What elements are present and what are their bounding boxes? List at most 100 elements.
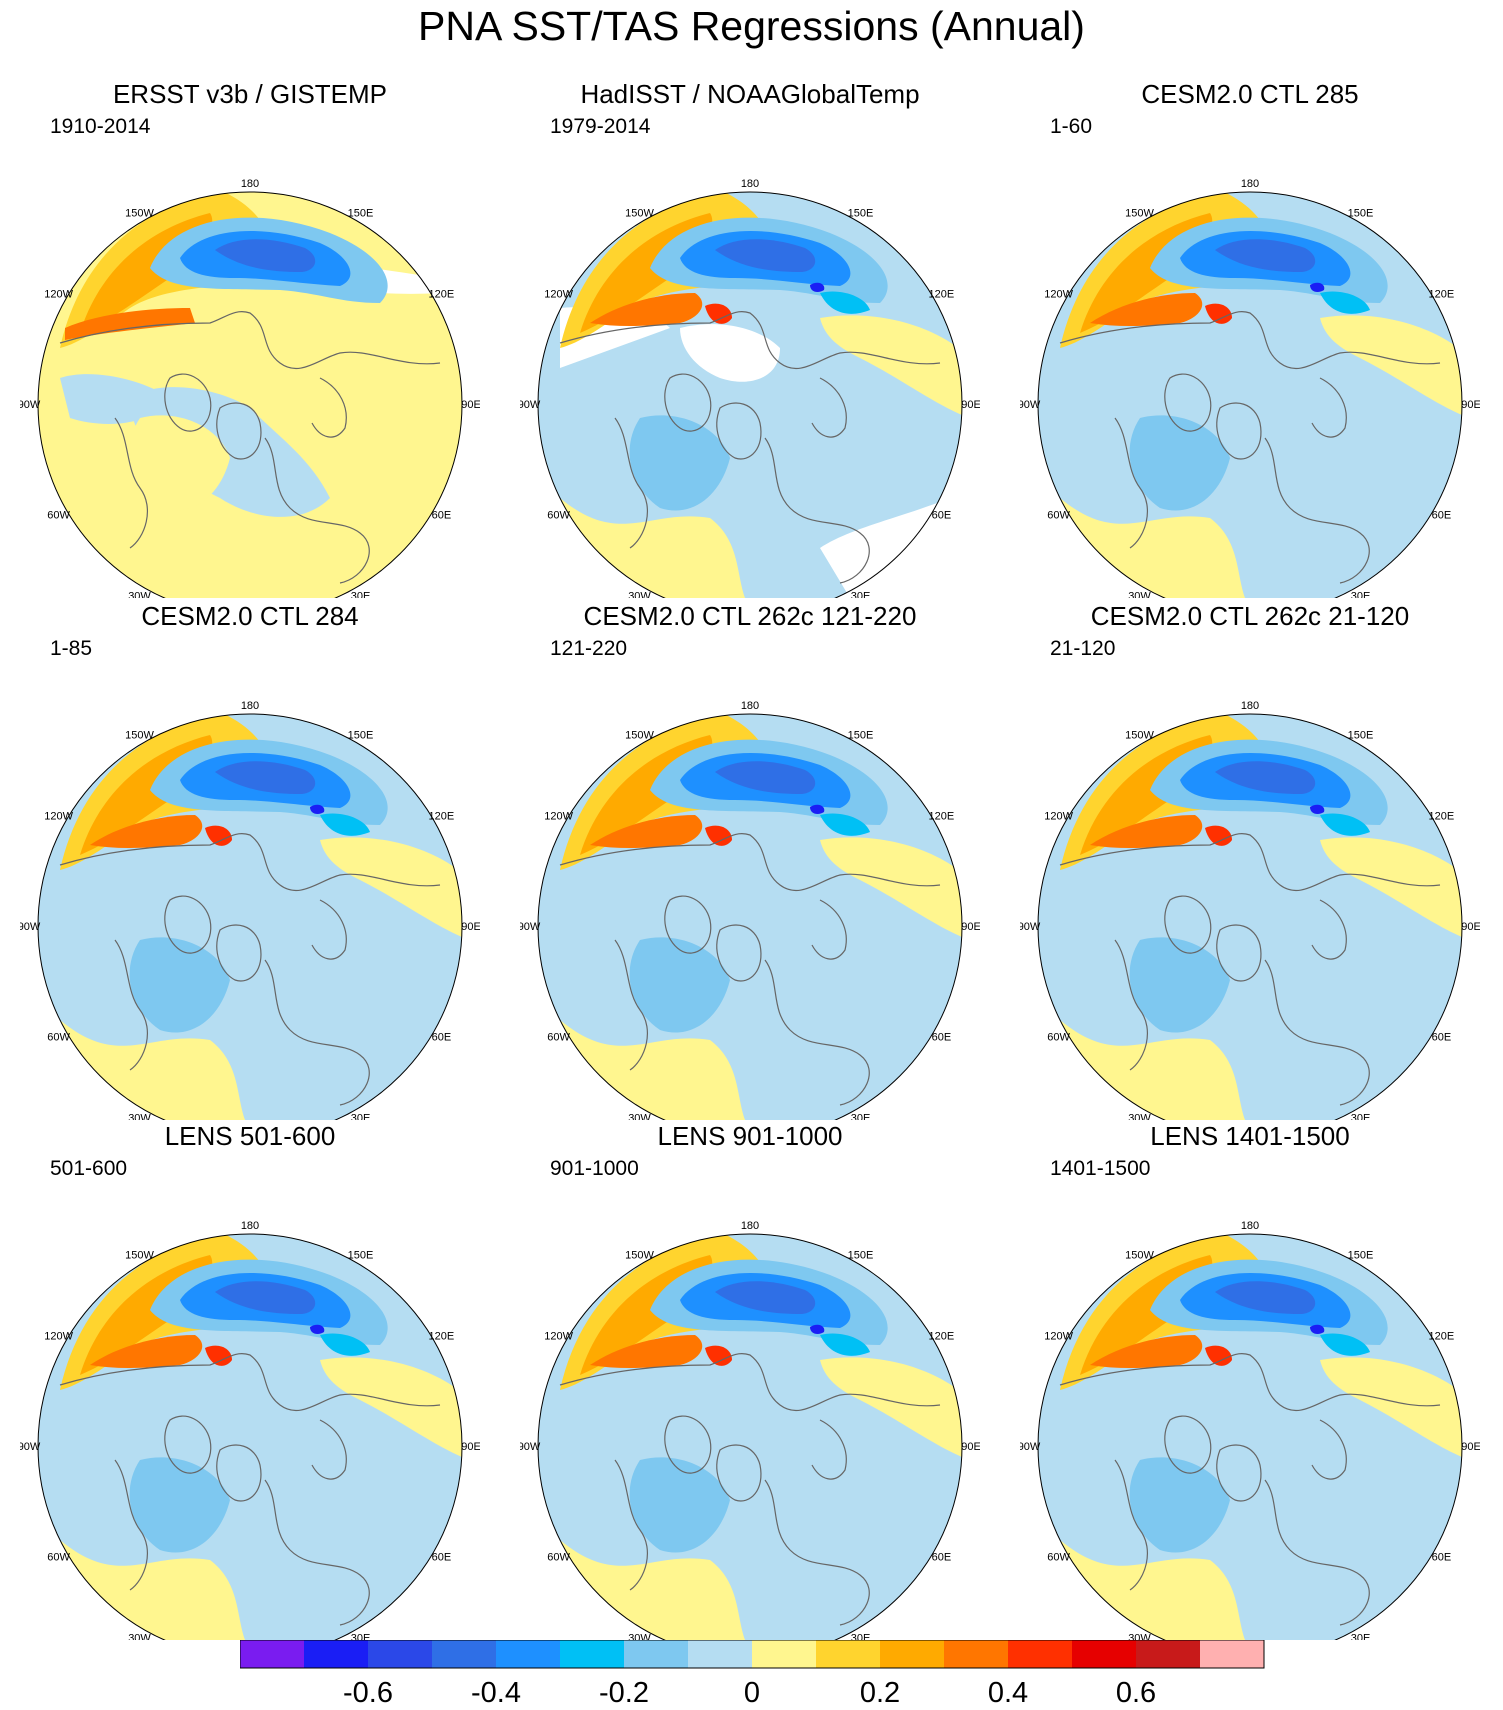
coastline [1311, 899, 1347, 960]
longitude-label: 120E [1429, 289, 1455, 301]
longitude-label: 30E [851, 1632, 871, 1640]
map-boundary [1037, 713, 1463, 1120]
coastline [1216, 402, 1262, 460]
longitude-label: 180 [241, 700, 259, 712]
longitude-label: 120E [929, 811, 955, 823]
longitude-label: 180 [1241, 700, 1259, 712]
longitude-label: 150W [125, 730, 154, 742]
atlantic-anomaly [629, 937, 730, 1033]
colorbar-swatch [1072, 1640, 1136, 1668]
longitude-label: 60W [547, 1552, 570, 1564]
polar-map: 180150E120E90E60E30E030W60W90W120W150W [1020, 178, 1480, 598]
longitude-label: 30E [851, 590, 871, 598]
cold-anomaly [1215, 1281, 1316, 1314]
missing-data [820, 498, 950, 598]
map-panel: 180150E120E90E60E30E030W60W90W120W150WCE… [520, 600, 980, 1120]
panel-period: 901-1000 [550, 1157, 639, 1180]
longitude-label: 30E [351, 590, 371, 598]
map-boundary [37, 1233, 463, 1640]
colorbar-swatch [432, 1640, 496, 1668]
colorbar-swatch [944, 1640, 1008, 1668]
positive-region [820, 315, 962, 418]
cold-anomaly [1215, 239, 1316, 272]
atlantic-anomaly [1129, 1457, 1230, 1553]
longitude-label: 150W [625, 208, 654, 220]
colorbar-swatch [624, 1640, 688, 1668]
longitude-label: 120E [929, 289, 955, 301]
cold-anomaly [310, 804, 325, 815]
longitude-label: 90W [20, 399, 41, 411]
map-panel: 180150E120E90E60E30E030W60W90W120W150WER… [20, 78, 480, 598]
longitude-label: 150E [1348, 1250, 1374, 1262]
positive-region [1320, 315, 1462, 418]
polar-map: 180150E120E90E60E30E030W60W90W120W150W [20, 700, 480, 1120]
coastline [1164, 1415, 1212, 1474]
cold-anomaly [810, 282, 825, 293]
map-field [538, 192, 962, 598]
cold-anomaly [320, 1333, 370, 1356]
atlantic-anomaly [1129, 415, 1230, 511]
map-boundary [537, 713, 963, 1120]
cold-anomaly [810, 1324, 825, 1335]
atlantic-anomaly [129, 937, 230, 1033]
warm-anomaly [590, 1335, 703, 1369]
longitude-label: 120W [544, 289, 573, 301]
longitude-label: 30W [128, 1632, 151, 1640]
polar-map: 180150E120E90E60E30E030W60W90W120W150W [1020, 700, 1480, 1120]
panel-title: ERSST v3b / GISTEMP [112, 79, 388, 109]
longitude-label: 120W [544, 811, 573, 823]
longitude-label: 90W [520, 921, 541, 933]
coastline [216, 924, 262, 982]
positive-region [320, 837, 462, 940]
coastline [1059, 833, 1441, 891]
longitude-label: 90W [1020, 921, 1041, 933]
map-boundary [537, 1233, 963, 1640]
longitude-label: 30W [628, 1112, 651, 1120]
longitude-label: 180 [241, 178, 259, 190]
map-field [38, 192, 462, 598]
panel-title: LENS 501-600 [164, 1121, 336, 1151]
coastline [811, 377, 847, 438]
coastline [264, 959, 370, 1106]
coastline [1164, 895, 1212, 954]
positive-region [1320, 837, 1462, 940]
longitude-label: 120W [1044, 1331, 1073, 1343]
cold-anomaly [715, 761, 816, 794]
map-field [538, 1234, 962, 1640]
longitude-label: 60E [1432, 510, 1452, 522]
longitude-label: 150W [625, 1250, 654, 1262]
coastline [559, 311, 941, 369]
coastline [1164, 373, 1212, 432]
coastline [764, 1479, 870, 1626]
coastline [716, 924, 762, 982]
longitude-label: 180 [1241, 178, 1259, 190]
longitude-label: 90W [520, 399, 541, 411]
colorbar-border [240, 1640, 1265, 1669]
longitude-label: 30W [128, 590, 151, 598]
warm-anomaly [1205, 1345, 1232, 1366]
coastline [1059, 1353, 1441, 1411]
coastline [1216, 1444, 1262, 1502]
longitude-label: 30E [351, 1112, 371, 1120]
warm-anomaly [1090, 293, 1203, 327]
coastline [59, 833, 441, 891]
longitude-label: 120E [1429, 811, 1455, 823]
atlantic-anomaly [129, 1457, 230, 1553]
coastline [311, 377, 347, 438]
longitude-label: 120W [44, 289, 73, 301]
panel-title: CESM2.0 CTL 262c 121-220 [583, 601, 917, 631]
longitude-label: 60W [1047, 1032, 1070, 1044]
coastline [716, 402, 762, 460]
colorbar-tick-label: 0.6 [1116, 1677, 1156, 1708]
coastline [1264, 437, 1370, 584]
coastline [1311, 1419, 1347, 1480]
map-panel: 180150E120E90E60E30E030W60W90W120W150WHa… [520, 78, 980, 598]
coastline [764, 959, 870, 1106]
coastline [311, 1419, 347, 1480]
longitude-label: 120W [544, 1331, 573, 1343]
colorbar-swatch [1008, 1640, 1072, 1668]
polar-map: 180150E120E90E60E30E030W60W90W120W150W [520, 178, 980, 598]
map-boundary [1037, 1233, 1463, 1640]
coastline [164, 895, 212, 954]
longitude-label: 120W [44, 811, 73, 823]
